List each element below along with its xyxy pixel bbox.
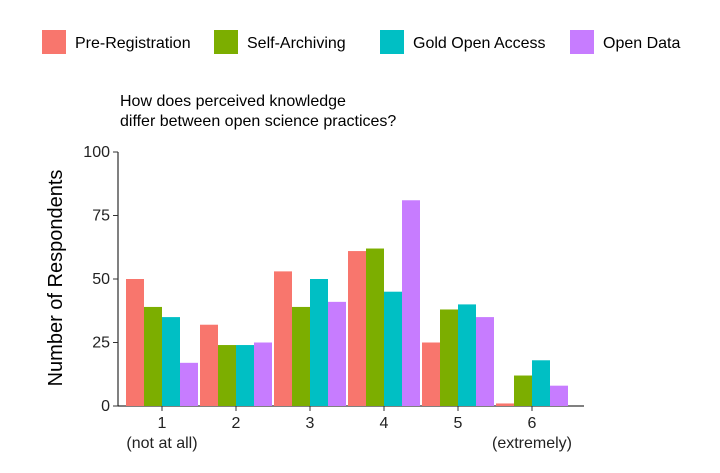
x-tick-label-1: 2	[232, 415, 241, 432]
bar-gold-open-access-5	[458, 304, 476, 406]
chart-title: How does perceived knowledge differ betw…	[120, 93, 396, 130]
x-tick-label-2: 3	[306, 415, 315, 432]
y-tick-label-0: 0	[101, 398, 110, 415]
bar-open-data-5	[476, 317, 494, 406]
legend-label-3: Open Data	[603, 35, 680, 52]
bar-gold-open-access-3	[310, 279, 328, 406]
chart-title-line-1: How does perceived knowledge	[120, 93, 346, 110]
bar-pre-registration-3	[274, 271, 292, 406]
bar-gold-open-access-4	[384, 291, 402, 406]
legend-label-0: Pre-Registration	[75, 35, 191, 52]
bar-pre-registration-4	[348, 251, 366, 406]
legend-swatch-3	[570, 30, 594, 54]
x-axis: 1 (not at all) 2 3 4 5 6 (extremely)	[118, 405, 584, 452]
bar-gold-open-access-1	[162, 317, 180, 406]
x-tick-label-5: 6	[528, 415, 537, 432]
x-tick-sublabel-5: (extremely)	[492, 435, 572, 452]
bar-gold-open-access-2	[236, 345, 254, 406]
legend-label-1: Self-Archiving	[247, 35, 346, 52]
bar-gold-open-access-6	[532, 360, 550, 406]
y-tick-label-2: 50	[92, 271, 110, 288]
y-tick-label-4: 100	[83, 144, 110, 161]
legend: Pre-Registration Self-Archiving Gold Open …	[42, 30, 680, 54]
x-tick-label-3: 4	[380, 415, 389, 432]
legend-swatch-2	[380, 30, 404, 54]
bar-open-data-2	[254, 342, 272, 406]
x-tick-label-4: 5	[454, 415, 463, 432]
bar-pre-registration-6	[496, 403, 514, 406]
legend-label-2: Gold Open Access	[413, 35, 546, 52]
bar-pre-registration-2	[200, 324, 218, 406]
bar-self-archiving-4	[366, 248, 384, 406]
bar-pre-registration-1	[126, 279, 144, 406]
bar-open-data-6	[550, 385, 568, 406]
bar-self-archiving-5	[440, 309, 458, 406]
bar-open-data-3	[328, 301, 346, 406]
legend-swatch-0	[42, 30, 66, 54]
bar-pre-registration-5	[422, 342, 440, 406]
y-tick-label-3: 75	[92, 208, 110, 225]
y-tick-label-1: 25	[92, 335, 110, 352]
legend-swatch-1	[214, 30, 238, 54]
bar-self-archiving-3	[292, 306, 310, 406]
bar-self-archiving-1	[144, 306, 162, 406]
x-tick-sublabel-0: (not at all)	[126, 435, 197, 452]
bar-open-data-4	[402, 200, 420, 406]
bar-self-archiving-6	[514, 375, 532, 406]
y-axis-title: Number of Respondents	[45, 170, 67, 387]
bar-self-archiving-2	[218, 345, 236, 406]
x-tick-label-0: 1	[158, 415, 167, 432]
bars	[126, 200, 568, 406]
bar-open-data-1	[180, 362, 198, 406]
y-axis: 0 25 50 75 100	[83, 144, 119, 415]
chart-title-line-2: differ between open science practices?	[120, 113, 396, 130]
